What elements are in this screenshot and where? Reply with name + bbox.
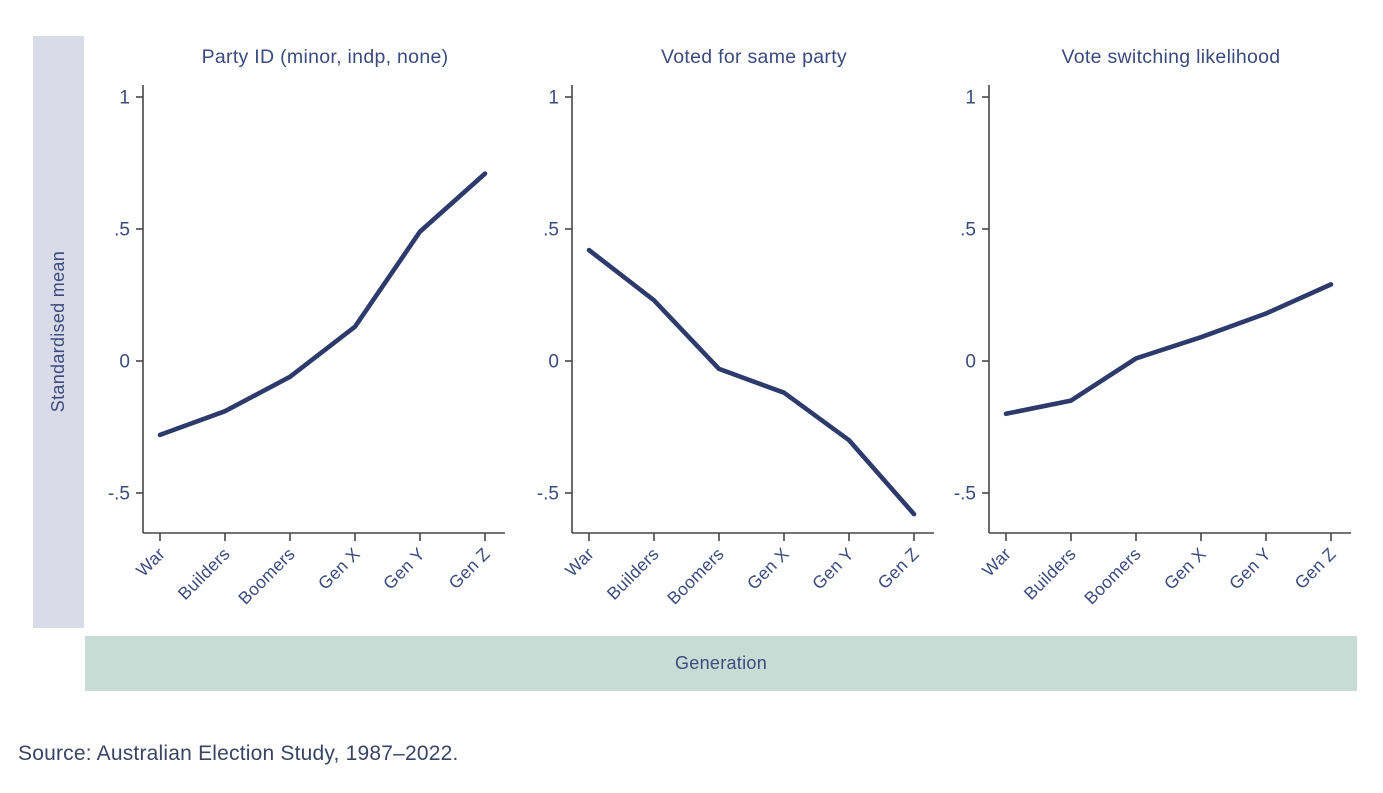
y-tick-label: 1 (965, 88, 976, 109)
y-tick-label: 0 (119, 352, 130, 373)
y-tick-label: -.5 (954, 484, 976, 505)
data-line (1003, 282, 1334, 417)
y-tick-label: .5 (114, 220, 130, 241)
x-tick-label: War (132, 544, 169, 581)
panel-title: Voted for same party (661, 46, 847, 68)
data-line (157, 171, 488, 438)
x-tick-label: Gen Y (808, 544, 858, 594)
y-axis-band: Standardised mean (33, 36, 84, 628)
y-tick-label: .5 (543, 220, 559, 241)
x-tick-label: Gen X (314, 544, 364, 594)
y-tick-label: .5 (960, 220, 976, 241)
x-tick-label: Gen Y (1225, 544, 1275, 594)
source-note: Source: Australian Election Study, 1987–… (18, 742, 459, 765)
x-tick-label: Gen Y (379, 544, 429, 594)
x-tick-label: Gen X (743, 544, 793, 594)
y-tick-label: 1 (119, 88, 130, 109)
data-line (586, 247, 917, 517)
x-tick-label: Boomers (663, 544, 728, 609)
y-axis-title: Standardised mean (48, 251, 68, 413)
x-tick-label: Boomers (1080, 544, 1145, 609)
panel-title: Party ID (minor, indp, none) (202, 46, 449, 68)
y-tick-label: 0 (548, 352, 559, 373)
x-axis-band: Generation (85, 636, 1357, 691)
x-tick-label: Gen Z (1291, 544, 1340, 593)
y-tick-label: 1 (548, 88, 559, 109)
x-tick-label: Gen Z (874, 544, 923, 593)
x-tick-label: Gen Z (445, 544, 494, 593)
y-tick-label: -.5 (537, 484, 559, 505)
x-tick-label: Gen X (1160, 544, 1210, 594)
x-tick-label: Boomers (234, 544, 299, 609)
x-tick-label: Builders (174, 544, 234, 604)
x-tick-label: Builders (1020, 544, 1080, 604)
x-axis-title: Generation (674, 653, 768, 673)
x-tick-label: Builders (603, 544, 663, 604)
x-tick-label: War (561, 544, 598, 581)
y-tick-label: 0 (965, 352, 976, 373)
panel-title: Vote switching likelihood (1062, 46, 1281, 68)
x-tick-label: War (978, 544, 1015, 581)
chart-panel-3: Vote switching likelihood 1 .5 0 -.5 War Build… (954, 46, 1351, 609)
chart-panel-2: Voted for same party 1 .5 0 -.5 War Builders Bo… (537, 46, 934, 609)
y-tick-label: -.5 (108, 484, 130, 505)
chart-panel-1: Party ID (minor, indp, none) 1 .5 0 -.5 War Bu… (108, 46, 505, 609)
